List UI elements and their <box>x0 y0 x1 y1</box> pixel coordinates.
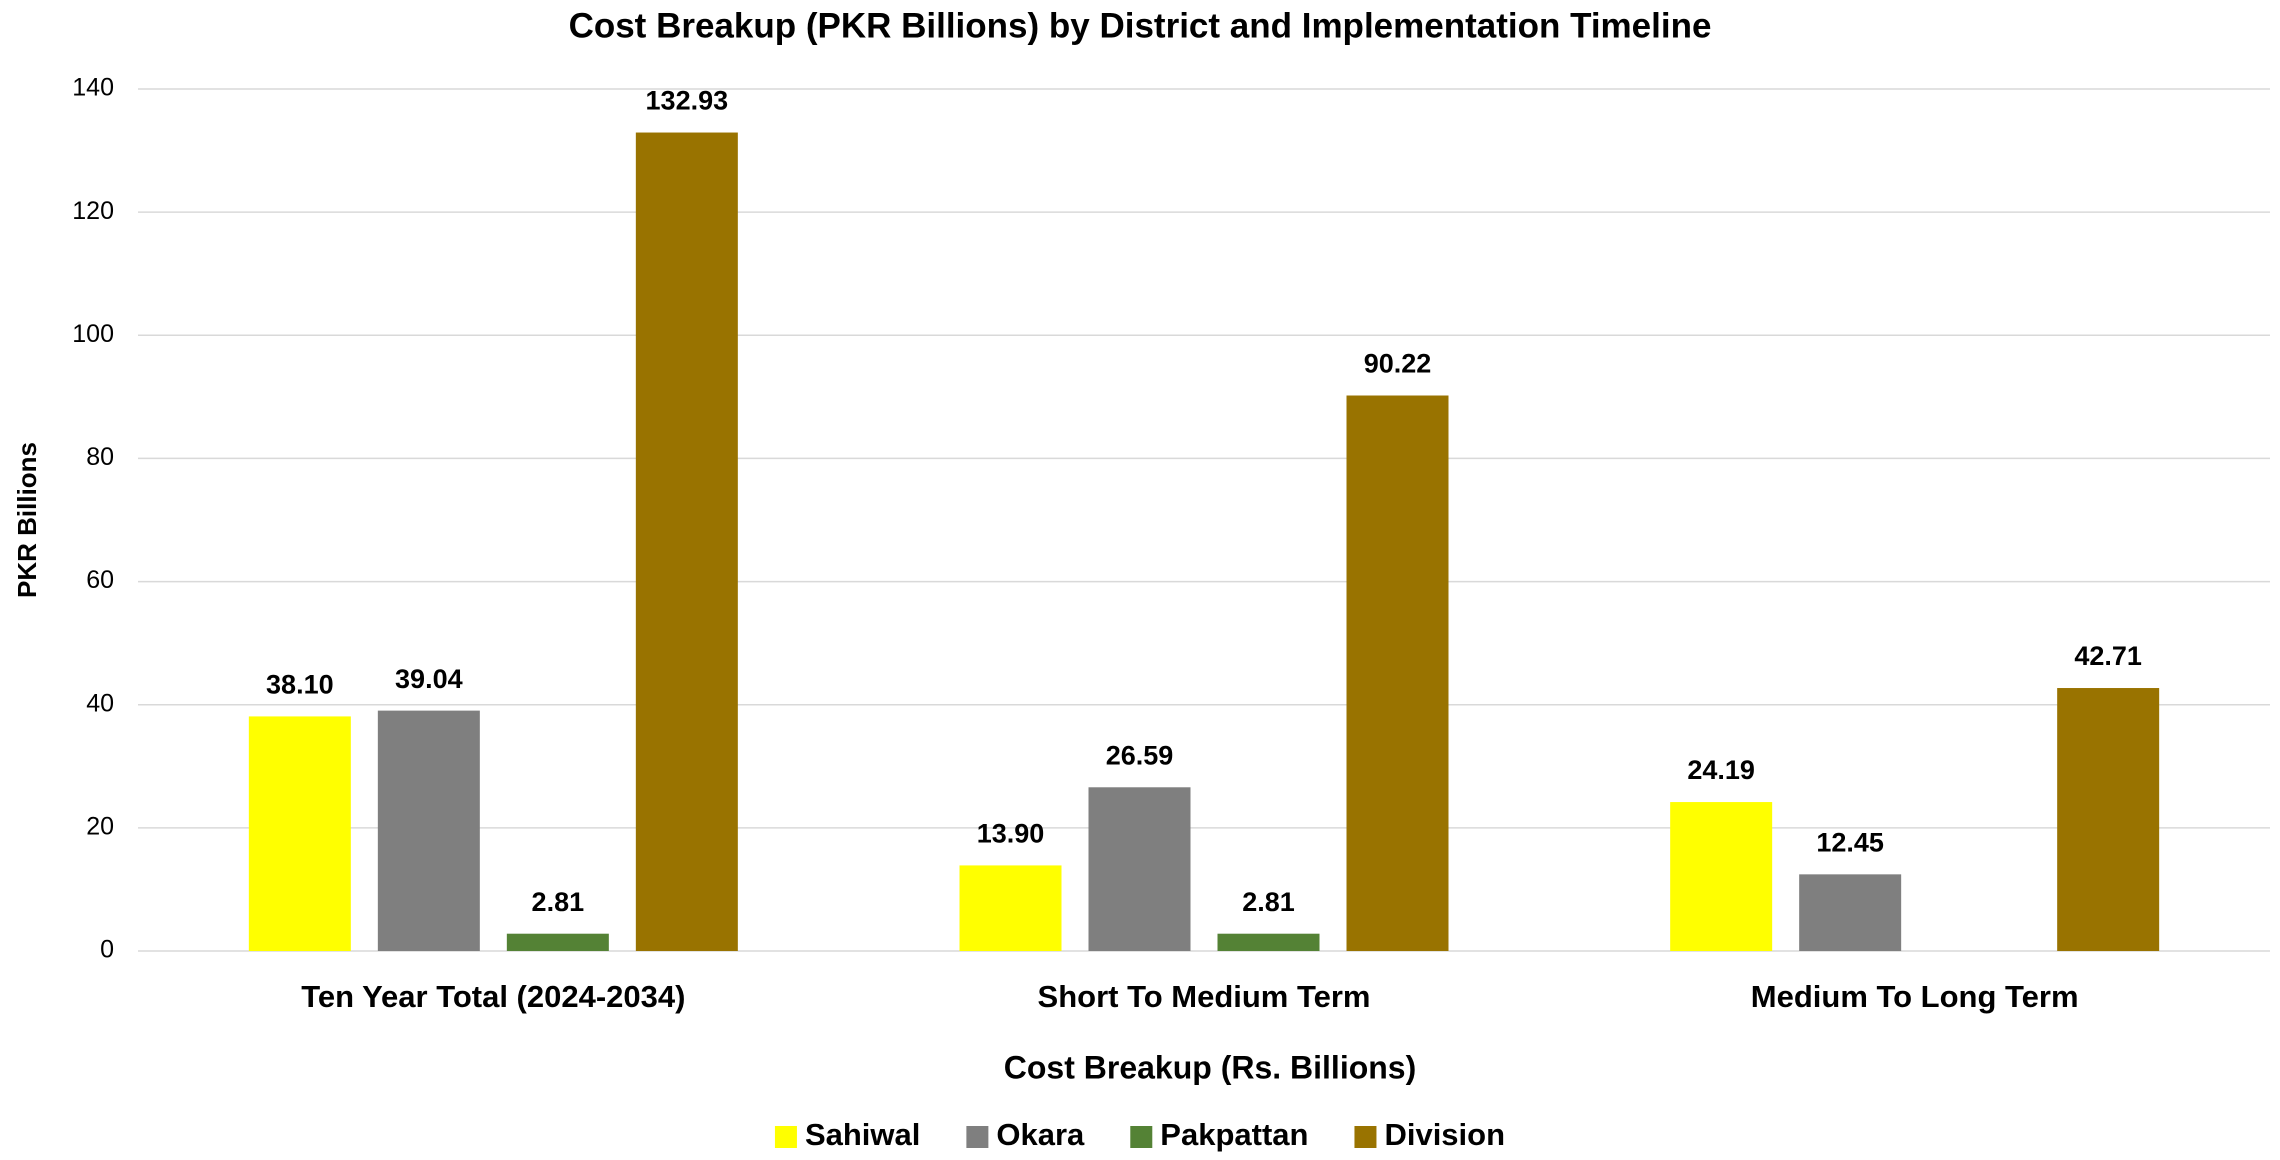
bar <box>959 865 1062 951</box>
data-label: 13.90 <box>977 819 1045 849</box>
data-label: 42.71 <box>2074 641 2142 671</box>
data-label: 90.22 <box>1364 349 1432 379</box>
data-label: 12.45 <box>1816 827 1884 857</box>
x-tick-label: Medium To Long Term <box>1751 979 2079 1014</box>
bar <box>635 132 738 951</box>
bar <box>1799 874 1902 951</box>
y-tick-label: 60 <box>86 566 114 594</box>
data-label: 2.81 <box>532 887 585 917</box>
y-tick-label: 100 <box>72 320 114 348</box>
data-label: 38.10 <box>266 670 334 700</box>
data-label: 26.59 <box>1106 740 1174 770</box>
bar <box>1088 787 1191 951</box>
y-tick-label: 80 <box>86 443 114 471</box>
y-tick-label: 20 <box>86 812 114 840</box>
bar <box>2057 688 2160 951</box>
data-label: 24.19 <box>1687 755 1755 785</box>
y-tick-label: 140 <box>72 74 114 102</box>
legend-swatch <box>1354 1126 1377 1148</box>
bar <box>1670 802 1773 951</box>
bar <box>1217 933 1320 951</box>
bar <box>377 710 480 951</box>
legend-label: Sahiwal <box>805 1117 920 1152</box>
bar <box>248 716 351 951</box>
legend-swatch <box>966 1126 989 1148</box>
y-tick-label: 40 <box>86 689 114 717</box>
x-tick-label: Ten Year Total (2024-2034) <box>301 979 685 1014</box>
data-label: 39.04 <box>395 664 463 694</box>
x-tick-label: Short To Medium Term <box>1038 979 1371 1014</box>
data-label: 2.81 <box>1242 887 1295 917</box>
data-label: 132.93 <box>646 86 729 116</box>
bar <box>1346 395 1449 951</box>
y-axis-title: PKR Billions <box>12 442 42 598</box>
legend-label: Division <box>1384 1117 1505 1152</box>
y-tick-label: 0 <box>100 936 114 964</box>
legend-swatch <box>774 1126 797 1148</box>
chart-title: Cost Breakup (PKR Billions) by District … <box>569 6 1712 45</box>
x-axis-title: Cost Breakup (Rs. Billions) <box>1004 1049 1417 1085</box>
bar <box>506 933 609 951</box>
legend-label: Okara <box>996 1117 1085 1152</box>
legend-swatch <box>1130 1126 1153 1148</box>
legend-label: Pakpattan <box>1160 1117 1308 1152</box>
y-tick-label: 120 <box>72 197 114 225</box>
